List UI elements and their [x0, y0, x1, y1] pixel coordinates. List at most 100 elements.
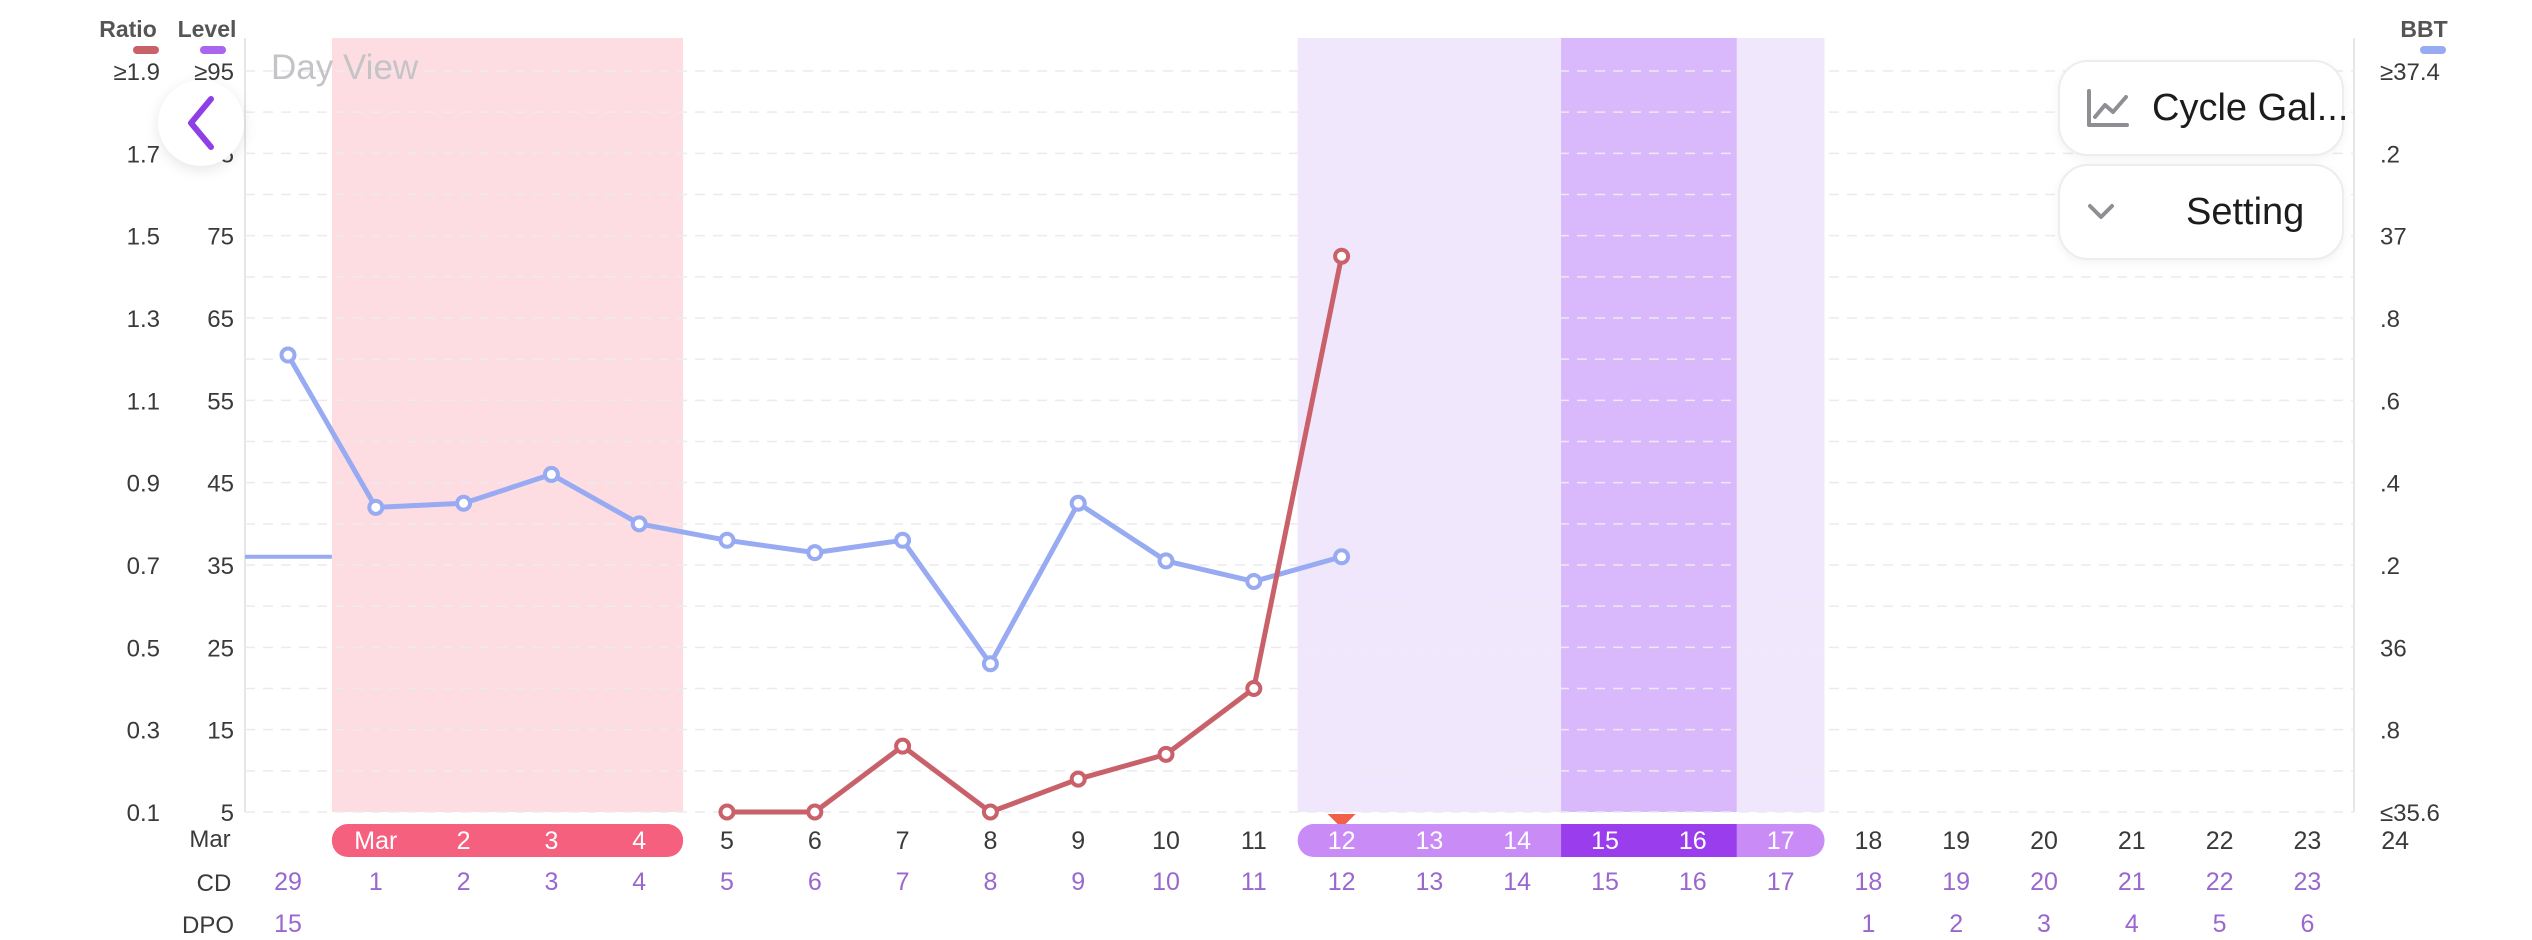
- cd-label: 22: [2206, 868, 2234, 896]
- legend-bbt-label: BBT: [2400, 16, 2447, 42]
- dpo-label: 3: [2037, 910, 2051, 938]
- dpo-label: 15: [274, 910, 302, 938]
- setting-button[interactable]: Setting: [2058, 164, 2344, 260]
- bbt-tick-label: .8: [2380, 718, 2400, 745]
- ratio-tick-label: 0.1: [127, 800, 160, 827]
- date-label: 12: [1328, 827, 1356, 855]
- dpo-row-label: DPO: [182, 912, 234, 939]
- legend-level-label: Level: [178, 16, 237, 42]
- date-label: 7: [896, 827, 910, 855]
- month-row-label: Mar: [189, 826, 230, 853]
- bbt-point: [542, 465, 560, 483]
- cycle-gallery-label: Cycle Gal...: [2152, 86, 2349, 129]
- cd-label: 4: [632, 868, 646, 896]
- date-label: 8: [983, 827, 997, 855]
- date-label: 4: [632, 827, 646, 855]
- cd-row-label: CD: [197, 870, 232, 897]
- date-label: 14: [1503, 827, 1531, 855]
- cd-label: 29: [274, 868, 302, 896]
- legend: Ratio Level BBT: [99, 16, 2448, 54]
- bbt-tick-label: ≤35.6: [2380, 800, 2440, 827]
- dpo-label: 2: [1949, 910, 1963, 938]
- cd-label: 8: [983, 868, 997, 896]
- cd-label: 15: [1591, 868, 1619, 896]
- date-label: 18: [1854, 827, 1882, 855]
- date-label: 21: [2118, 827, 2146, 855]
- date-label: 20: [2030, 827, 2058, 855]
- ratio-tick-label: 1.7: [127, 141, 160, 168]
- bbt-tick-label: .2: [2380, 553, 2400, 580]
- dpo-label: 1: [1861, 910, 1875, 938]
- date-label: 5: [720, 827, 734, 855]
- cd-label: 2: [457, 868, 471, 896]
- chevron-left-icon: [188, 96, 214, 150]
- cycle-bands: [331, 38, 1825, 812]
- chart-title: Day View: [271, 48, 419, 87]
- level-tick-label: 15: [207, 718, 234, 745]
- date-label: 13: [1415, 827, 1443, 855]
- cd-label: 11: [1241, 868, 1267, 896]
- ratio-tick-label: 0.9: [127, 471, 160, 498]
- ratio-tick-label: 1.1: [127, 388, 160, 415]
- cd-label: 16: [1679, 868, 1707, 896]
- bbt-point: [981, 655, 999, 673]
- bbt-point: [630, 515, 648, 533]
- level-tick-label: 25: [207, 635, 234, 662]
- ratio-point: [1245, 680, 1263, 697]
- cd-label: 9: [1071, 868, 1085, 896]
- bbt-point: [367, 498, 385, 516]
- date-label: Mar: [354, 827, 397, 855]
- bbt-tick-label: 37: [2380, 224, 2407, 251]
- back-button[interactable]: [158, 80, 244, 166]
- level-tick-label: 55: [207, 388, 234, 415]
- level-tick-label: 5: [221, 800, 234, 827]
- ratio-point: [894, 737, 912, 755]
- cd-label: 5: [720, 868, 734, 896]
- dpo-label: 4: [2125, 910, 2139, 938]
- cycle-gallery-button[interactable]: Cycle Gal...: [2058, 60, 2348, 156]
- bbt-point: [1245, 572, 1263, 590]
- period-band: [331, 38, 684, 812]
- bbt-point: [894, 531, 912, 549]
- ratio-tick-label: 0.7: [127, 553, 160, 580]
- bbt-point: [455, 494, 473, 512]
- series: [245, 247, 1356, 828]
- ratio-point: [806, 803, 824, 821]
- date-label: 11: [1241, 827, 1267, 855]
- ratio-point: [1157, 745, 1175, 763]
- ratio-point: [981, 803, 999, 821]
- cd-label: 23: [2293, 868, 2321, 896]
- date-label: 6: [808, 827, 822, 855]
- bbt-tick-label: .2: [2380, 141, 2400, 168]
- ratio-point: [1333, 247, 1351, 265]
- bbt-tick-label: ≥37.4: [2380, 59, 2440, 86]
- period-date-chip: [331, 824, 684, 857]
- level-tick-label: 75: [207, 224, 234, 251]
- dpo-label: 6: [2300, 910, 2314, 938]
- ratio-point: [1069, 770, 1087, 788]
- cd-label: 21: [2118, 868, 2146, 896]
- bbt-tick-label: .6: [2380, 388, 2400, 415]
- date-label: 22: [2206, 827, 2234, 855]
- legend-ratio-swatch: [133, 46, 159, 54]
- cd-label: 14: [1503, 868, 1531, 896]
- grid-lines: [244, 38, 2355, 813]
- ratio-tick-label: 1.5: [127, 224, 160, 251]
- cd-label: 19: [1942, 868, 1970, 896]
- line-chart-icon: [2087, 89, 2129, 127]
- bbt-tick-label: .4: [2380, 471, 2400, 498]
- date-label: 15: [1591, 827, 1619, 855]
- cd-label: 12: [1328, 868, 1356, 896]
- cd-label: 13: [1415, 868, 1443, 896]
- date-label: 16: [1679, 827, 1707, 855]
- y-axes: ≥1.9≥95≥37.41.785.21.575371.365.81.155.6…: [113, 59, 2439, 827]
- setting-label: Setting: [2186, 190, 2305, 233]
- bbt-tick-label: .8: [2380, 306, 2400, 333]
- date-label: 2: [457, 827, 471, 855]
- ratio-line: [727, 255, 1345, 815]
- cd-label: 1: [369, 868, 383, 896]
- legend-ratio-label: Ratio: [99, 16, 157, 42]
- date-label: 24: [2381, 827, 2409, 855]
- legend-bbt-swatch: [2420, 46, 2446, 54]
